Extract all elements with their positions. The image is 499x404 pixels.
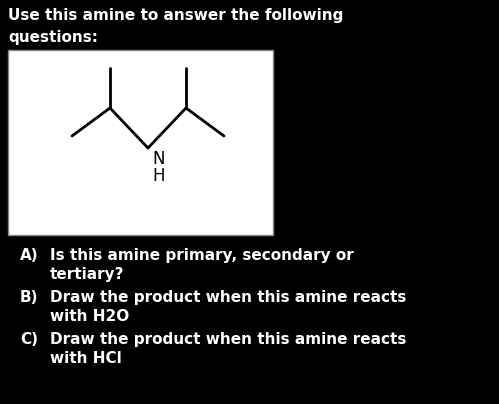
Text: Draw the product when this amine reacts: Draw the product when this amine reacts bbox=[50, 290, 406, 305]
Text: with HCl: with HCl bbox=[50, 351, 122, 366]
Text: B): B) bbox=[20, 290, 38, 305]
Text: Use this amine to answer the following: Use this amine to answer the following bbox=[8, 8, 343, 23]
Text: tertiary?: tertiary? bbox=[50, 267, 124, 282]
Text: with H2O: with H2O bbox=[50, 309, 129, 324]
Text: A): A) bbox=[20, 248, 38, 263]
Text: Is this amine primary, secondary or: Is this amine primary, secondary or bbox=[50, 248, 354, 263]
FancyBboxPatch shape bbox=[8, 50, 273, 235]
Text: Draw the product when this amine reacts: Draw the product when this amine reacts bbox=[50, 332, 406, 347]
Text: questions:: questions: bbox=[8, 30, 98, 45]
Text: N
H: N H bbox=[152, 150, 165, 185]
Text: C): C) bbox=[20, 332, 38, 347]
